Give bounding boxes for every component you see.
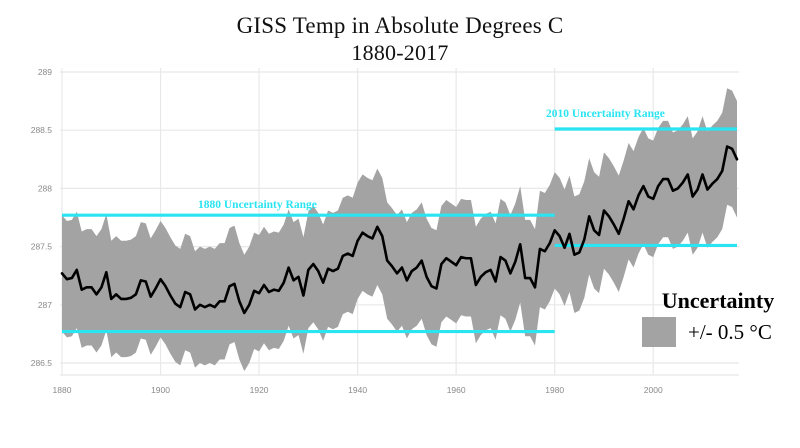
y-tick-label: 287 [38,300,52,310]
x-tick-label: 1960 [447,385,466,395]
temperature-series-line [60,145,739,315]
x-axis-tick-labels: 1880 1900 1920 1940 1960 1980 2000 [53,385,663,395]
y-tick-label: 288.5 [31,125,53,135]
x-tick-label: 1940 [348,385,367,395]
reference-lines [62,127,737,334]
x-tick-label: 1900 [151,385,170,395]
y-tick-label: 289 [38,67,52,77]
chart-title-line-2: 1880-2017 [351,40,449,66]
x-tick-label: 1980 [545,385,564,395]
x-tick-label: 1880 [53,385,72,395]
uncertainty-band [62,88,737,372]
annotation-2010-uncertainty-range: 2010 Uncertainty Range [546,108,665,120]
y-tick-label: 287.5 [31,242,53,252]
y-tick-label: 286.5 [31,358,53,368]
y-axis-tick-labels: 286.5 287 287.5 288 288.5 289 [31,67,53,368]
y-tick-label: 288 [38,183,52,193]
chart-legend: Uncertainty +/- 0.5 °C [640,288,796,347]
legend-heading: Uncertainty [661,288,775,313]
x-tick-label: 2000 [644,385,663,395]
legend-swatch-icon [642,317,676,347]
legend-entry-label: +/- 0.5 °C [688,319,772,344]
chart-title: GISS Temp in Absolute Degrees C 1880-201… [0,12,800,67]
legend-entry-uncertainty: +/- 0.5 °C [640,317,796,347]
chart-title-line-1: GISS Temp in Absolute Degrees C [236,13,564,38]
annotation-1880-uncertainty-range: 1880 Uncertainty Range [198,199,317,211]
x-tick-label: 1920 [250,385,269,395]
